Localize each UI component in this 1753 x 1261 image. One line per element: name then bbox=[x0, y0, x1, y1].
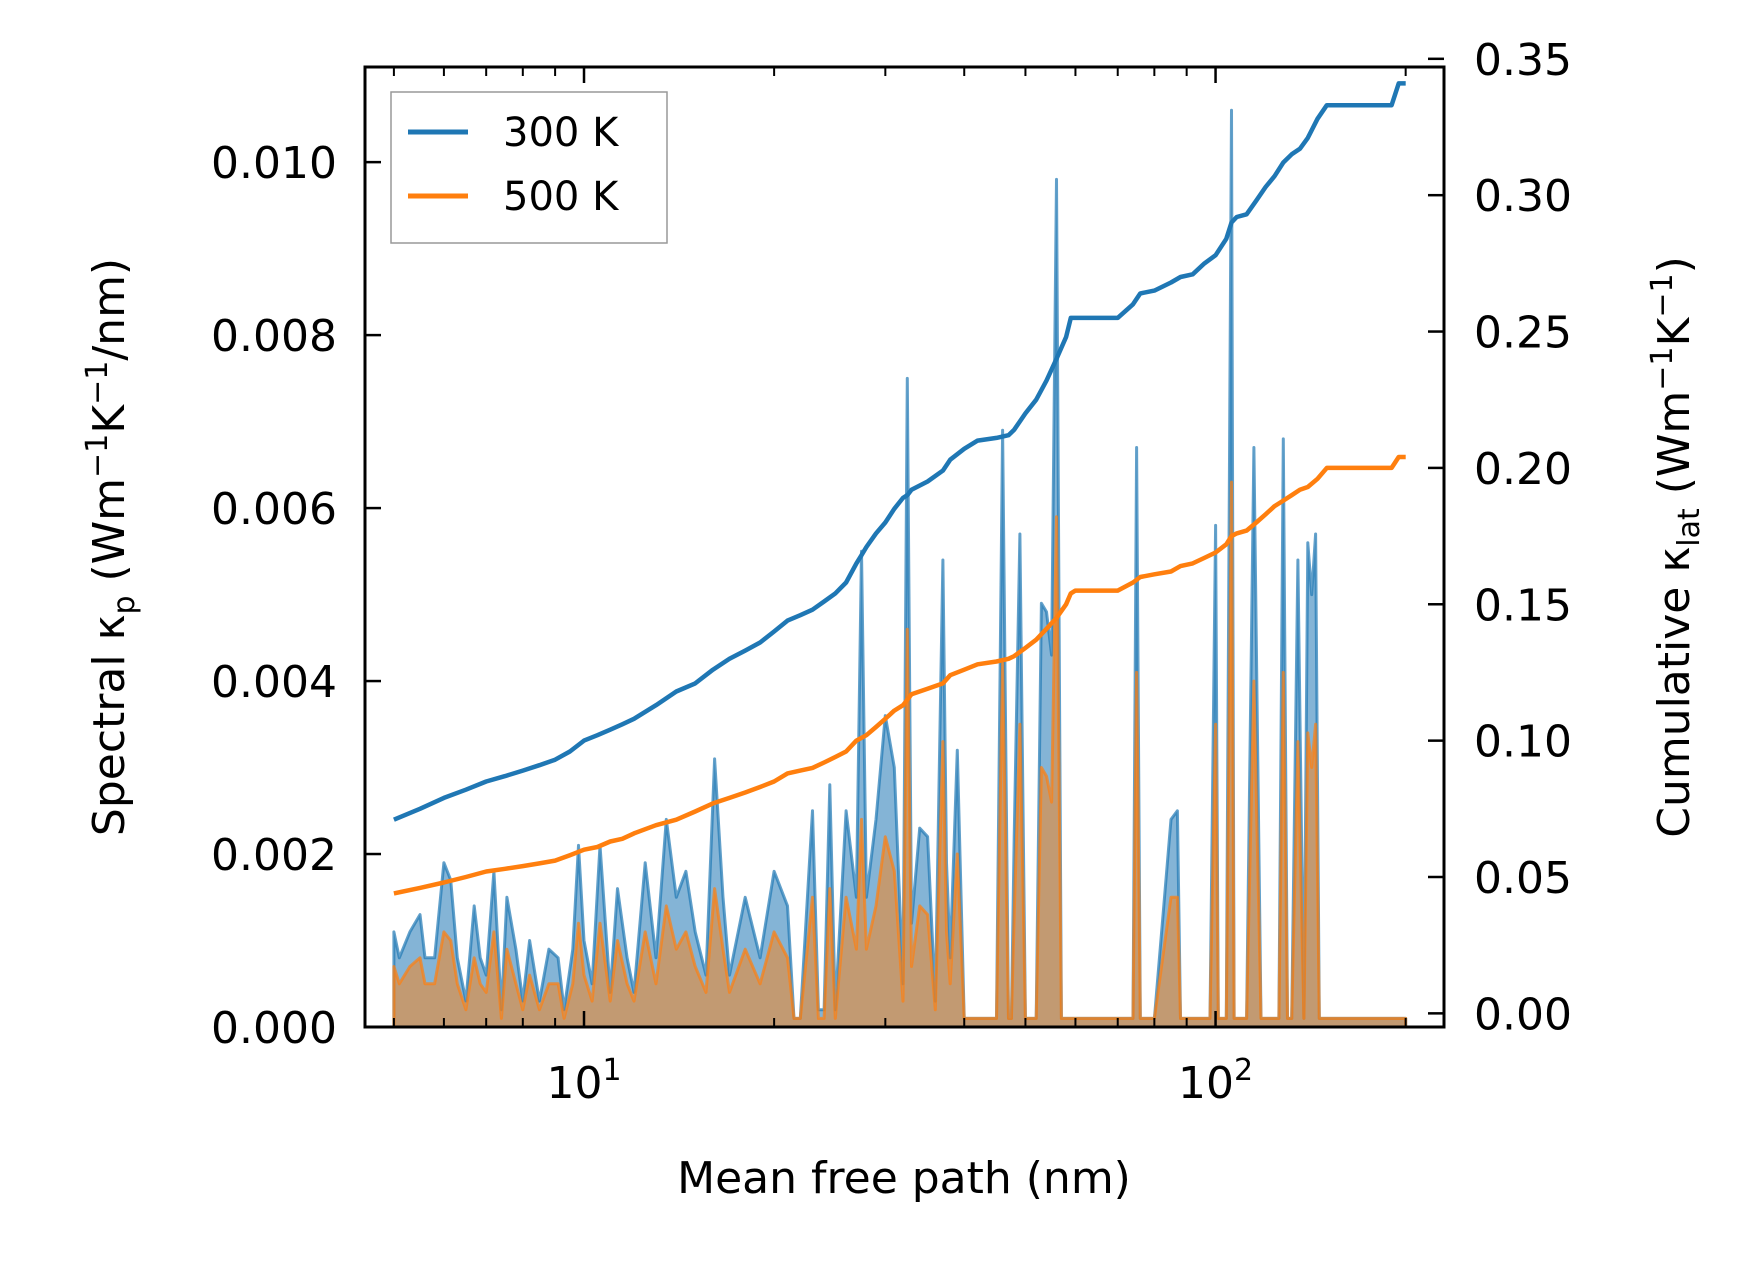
y-left-tick-label: 0.006 bbox=[211, 484, 337, 535]
y-right-title-k: K bbox=[1649, 316, 1700, 346]
y-left-tick-label: 0.002 bbox=[211, 830, 337, 881]
y-left-tick-label: 0.004 bbox=[211, 657, 337, 708]
y-left-axis-title: Spectral κp (Wm−1K−1/nm) bbox=[80, 258, 142, 836]
y-right-tick-label: 0.10 bbox=[1474, 717, 1572, 768]
cumulative-line-500k bbox=[393, 454, 1406, 896]
y-right-tick-label: 0.25 bbox=[1474, 308, 1572, 359]
y-right-tick-label: 0.20 bbox=[1474, 444, 1572, 495]
legend: 300 K 500 K bbox=[390, 91, 668, 244]
y-left-title-sup1: −1 bbox=[80, 434, 115, 478]
y-left-tick-label: 0.000 bbox=[211, 1003, 337, 1054]
y-right-tick-label: 0.35 bbox=[1474, 35, 1572, 86]
cumulative-line-300k bbox=[393, 81, 1406, 822]
spectral-area-500k bbox=[392, 480, 1408, 1027]
x-tick-label: 101 bbox=[546, 1053, 621, 1109]
y-right-title-sup2: −1 bbox=[1645, 273, 1680, 317]
y-left-title-main: Spectral κ bbox=[84, 615, 135, 837]
y-left-title-k: K bbox=[84, 404, 135, 434]
y-left-axis-ticks: 0.000 0.002 0.004 0.006 0.008 0.010 bbox=[211, 138, 381, 1054]
cumulative-line-layer bbox=[393, 81, 1406, 896]
y-right-title-unit-close: ) bbox=[1649, 256, 1700, 273]
y-right-title-sup1: −1 bbox=[1645, 346, 1680, 390]
y-right-title-main: Cumulative κ bbox=[1649, 547, 1700, 838]
y-right-tick-label: 0.05 bbox=[1474, 853, 1572, 904]
spectral-fill-layer bbox=[392, 108, 1408, 1027]
y-right-tick-label: 0.00 bbox=[1474, 989, 1572, 1040]
x-axis-title: Mean free path (nm) bbox=[677, 1153, 1131, 1204]
y-right-axis-title: Cumulative κlat (Wm−1K−1) bbox=[1645, 256, 1707, 838]
y-left-title-unit-close: /nm) bbox=[84, 258, 135, 361]
legend-label-300k: 300 K bbox=[503, 110, 620, 156]
y-left-title-unit-open: (Wm bbox=[84, 478, 135, 596]
legend-box bbox=[390, 91, 668, 244]
y-right-title-unit-open: (Wm bbox=[1649, 391, 1700, 509]
x-axis-ticks: 101 102 bbox=[392, 67, 1407, 1109]
y-left-tick-label: 0.010 bbox=[211, 138, 337, 189]
y-right-title-sub: lat bbox=[1672, 508, 1707, 547]
y-left-tick-label: 0.008 bbox=[211, 311, 337, 362]
y-right-tick-label: 0.15 bbox=[1474, 580, 1572, 631]
x-tick-label: 102 bbox=[1178, 1053, 1253, 1109]
y-left-title-sup2: −1 bbox=[80, 361, 115, 405]
y-right-tick-label: 0.30 bbox=[1474, 171, 1572, 222]
plot-frame bbox=[363, 65, 1446, 1029]
legend-label-500k: 500 K bbox=[503, 174, 620, 220]
y-left-title-sub: p bbox=[107, 595, 142, 614]
y-right-axis-ticks: 0.00 0.05 0.10 0.15 0.20 0.25 0.30 0.35 bbox=[1428, 35, 1572, 1040]
